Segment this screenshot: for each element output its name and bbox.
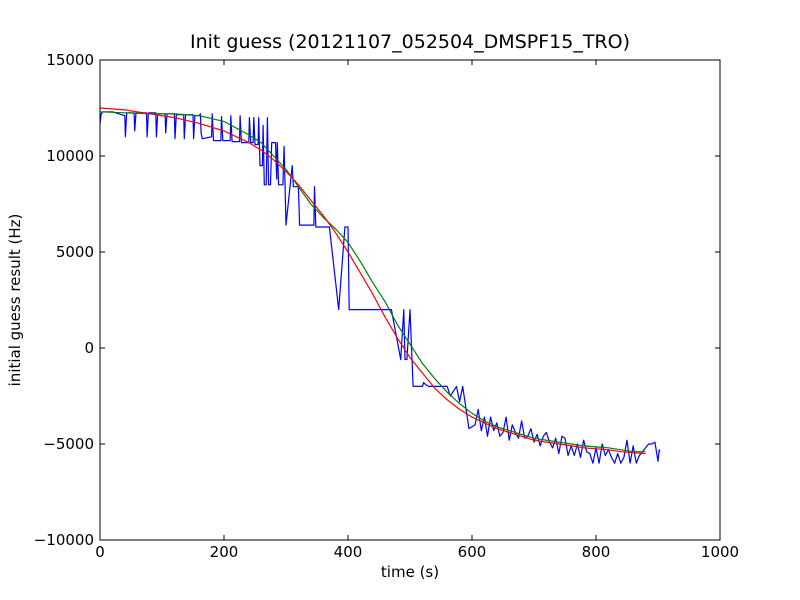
x-tick-label: 600 <box>458 543 487 561</box>
y-axis: −10000 −5000 0 5000 10000 15000 <box>34 51 720 549</box>
plot-area <box>99 59 721 541</box>
y-tick-label: 15000 <box>46 51 94 69</box>
y-tick-label: 10000 <box>46 147 94 165</box>
x-tick-label: 0 <box>95 543 105 561</box>
series-line-green <box>100 111 646 453</box>
x-axis: 0 200 400 600 800 1000 <box>95 60 739 561</box>
plot-frame <box>99 59 721 541</box>
y-tick-label: −10000 <box>34 531 94 549</box>
series-line-red <box>100 107 646 455</box>
series-line-blue <box>100 111 661 464</box>
y-axis-label: initial guess result (Hz) <box>6 214 24 387</box>
chart-title: Init guess (20121107_052504_DMSPF15_TRO) <box>190 31 630 53</box>
y-tick-label: 5000 <box>56 243 94 261</box>
y-tick-label: 0 <box>84 339 94 357</box>
x-tick-label: 200 <box>210 543 239 561</box>
x-axis-label: time (s) <box>381 563 439 581</box>
x-tick-label: 400 <box>334 543 363 561</box>
y-tick-label: −5000 <box>43 435 94 453</box>
x-tick-label: 800 <box>582 543 611 561</box>
x-tick-label: 1000 <box>701 543 739 561</box>
series-layer <box>100 107 661 464</box>
